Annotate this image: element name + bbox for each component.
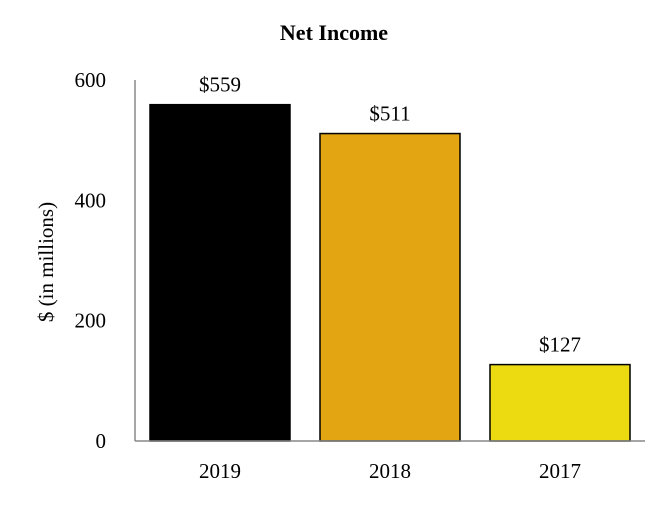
y-ticks-group: 0 200 400 600 xyxy=(75,68,107,453)
x-tick-label-2017: 2017 xyxy=(539,459,581,483)
data-label-2019: $559 xyxy=(199,73,241,97)
chart-title: Net Income xyxy=(280,20,388,45)
x-tick-label-2019: 2019 xyxy=(199,459,241,483)
bar-2019 xyxy=(149,103,291,442)
data-label-2018: $511 xyxy=(369,102,410,126)
x-tick-label-2018: 2018 xyxy=(369,459,411,483)
y-tick-label-0: 0 xyxy=(96,429,107,453)
y-tick-label-600: 600 xyxy=(75,68,107,92)
bars-group xyxy=(149,103,631,442)
bar-2017 xyxy=(489,363,631,442)
data-labels-group: $559 $511 $127 xyxy=(199,73,581,357)
y-tick-label-200: 200 xyxy=(75,309,107,333)
data-label-2017: $127 xyxy=(539,333,581,357)
x-ticks-group: 2019 2018 2017 xyxy=(199,459,581,483)
y-tick-label-400: 400 xyxy=(75,188,107,212)
y-axis-title: $ (in millions) xyxy=(34,202,58,322)
bar-2018 xyxy=(319,132,461,442)
